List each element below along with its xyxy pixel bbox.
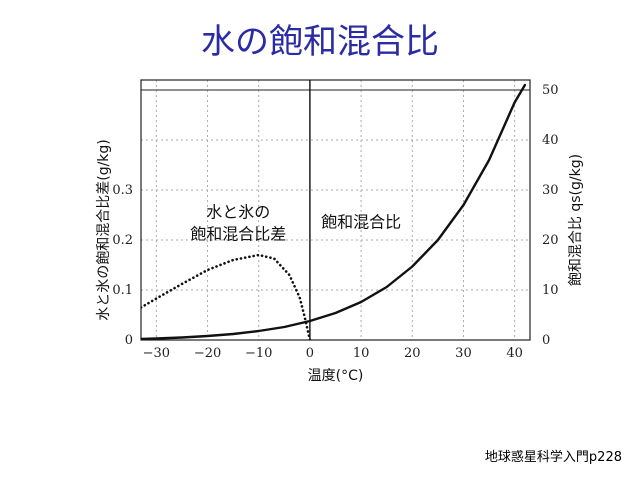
x-tick-label: −10 [245, 346, 272, 361]
annotation-label: 飽和混合比差 [190, 225, 286, 244]
y-left-tick-label: 0.2 [112, 233, 133, 248]
y-right-tick-label: 50 [542, 83, 559, 98]
x-tick-label: 10 [353, 346, 370, 361]
annotations: 水と氷の飽和混合比差 飽和混合比 [190, 203, 401, 244]
slide-title: 水の飽和混合比 [201, 22, 439, 62]
series-lines [141, 83, 527, 340]
y-right-tick-label: 10 [542, 283, 559, 298]
y-axis-label-left: 水と氷の飽和混合比差(g/kg) [95, 139, 112, 321]
tick-labels: −30 −20 −10 0 10 20 30 40 0 0.1 0.2 0.3 0 10 20 30 40 50 [112, 83, 558, 361]
y-right-tick-label: 0 [542, 333, 550, 348]
y-left-tick-label: 0.1 [112, 283, 133, 298]
x-tick-label: 40 [506, 346, 523, 361]
y-left-tick-label: 0 [125, 333, 133, 348]
x-tick-label: −30 [143, 346, 170, 361]
source-citation: 地球惑星科学入門p228 [484, 450, 622, 465]
y-left-tick-label: 0.3 [112, 183, 133, 198]
plot-frame [140, 79, 531, 341]
y-right-tick-label: 30 [542, 183, 559, 198]
y-right-tick-label: 20 [542, 233, 559, 248]
annotation-label: 水と氷の [206, 203, 270, 222]
series-saturation-mixing-ratio [141, 83, 527, 340]
x-tick-label: 0 [306, 346, 314, 361]
grid-lines [141, 80, 530, 341]
x-tick-label: −20 [194, 346, 221, 361]
series-water-ice-difference [141, 253, 312, 340]
x-axis-label: 温度(°C) [308, 368, 364, 384]
y-right-tick-label: 40 [542, 133, 559, 148]
annotation-label: 飽和混合比 [321, 213, 401, 232]
x-tick-label: 20 [404, 346, 421, 361]
x-tick-label: 30 [455, 346, 472, 361]
y-axis-label-right: 飽和混合比 qs(g/kg) [567, 154, 584, 286]
